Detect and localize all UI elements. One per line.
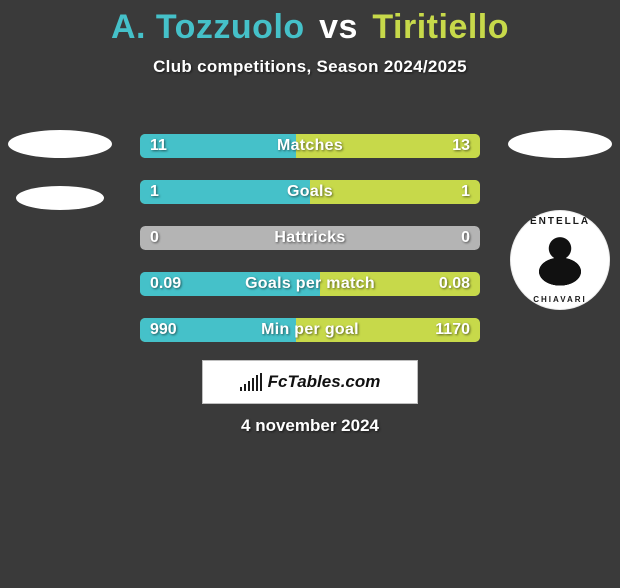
subtitle: Club competitions, Season 2024/2025	[0, 57, 620, 77]
left-ellipse-1	[8, 130, 112, 158]
stat-row: 0.090.08Goals per match	[140, 272, 480, 296]
left-ellipse-2	[16, 186, 104, 210]
club-logo-silhouette-icon	[531, 231, 589, 289]
bar-label: Hattricks	[140, 226, 480, 250]
bar-label: Goals	[140, 180, 480, 204]
club-logo: ENTELLA CHIAVARI	[510, 210, 610, 310]
left-badge-area	[0, 130, 120, 210]
player-b-name: Tiritiello	[372, 8, 509, 46]
vs-label: vs	[319, 8, 358, 46]
bar-label: Goals per match	[140, 272, 480, 296]
stat-row: 11Goals	[140, 180, 480, 204]
title: A. Tozzuolo vs Tiritiello	[0, 8, 620, 47]
club-logo-top-text: ENTELLA	[510, 216, 610, 227]
date-line: 4 november 2024	[0, 416, 620, 436]
brand-text: FcTables.com	[268, 372, 381, 392]
stat-row: 9901170Min per goal	[140, 318, 480, 342]
player-a-name: A. Tozzuolo	[111, 8, 305, 46]
right-badge-area: ENTELLA CHIAVARI	[500, 130, 620, 310]
stat-row: 00Hattricks	[140, 226, 480, 250]
comparison-card: A. Tozzuolo vs Tiritiello Club competiti…	[0, 8, 620, 588]
stat-bars: 1113Matches 11Goals 00Hattricks 0.090.08Goa…	[140, 134, 480, 364]
right-ellipse-1	[508, 130, 612, 158]
club-logo-bottom-text: CHIAVARI	[510, 295, 610, 304]
stat-row: 1113Matches	[140, 134, 480, 158]
brand-box: FcTables.com	[202, 360, 418, 404]
bars-chart-icon	[240, 373, 262, 391]
bar-label: Matches	[140, 134, 480, 158]
bar-label: Min per goal	[140, 318, 480, 342]
